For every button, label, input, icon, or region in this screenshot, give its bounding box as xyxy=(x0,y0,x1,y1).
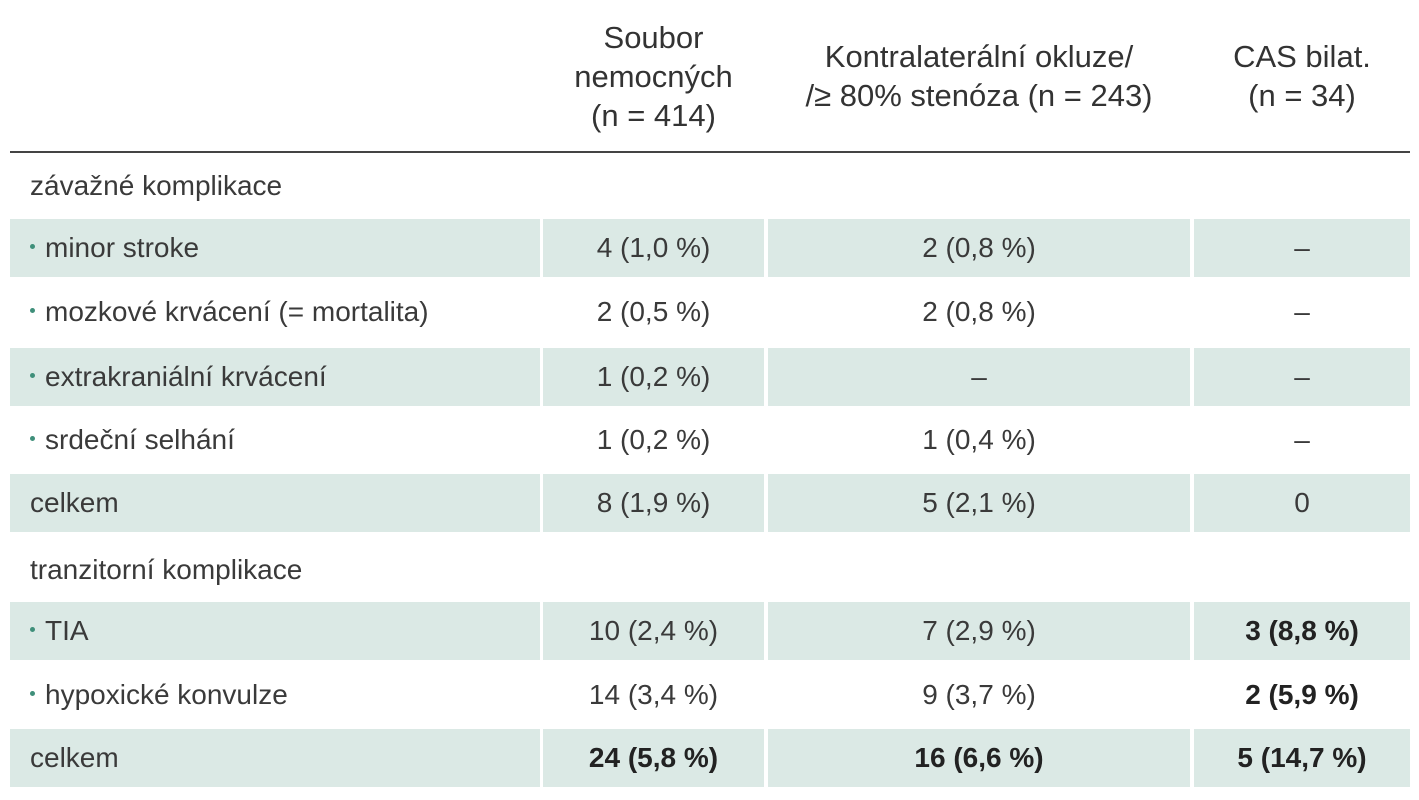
total-row: celkem 24 (5,8 %) 16 (6,6 %) 5 (14,7 %) xyxy=(0,729,1419,787)
cell-cohort: 8 (1,9 %) xyxy=(543,474,764,532)
bullet-icon xyxy=(30,307,35,313)
header-contralateral: Kontralaterální okluze/ /≥ 80% stenóza (… xyxy=(768,0,1190,152)
header-cas-bilat: CAS bilat. (n = 34) xyxy=(1194,0,1410,152)
bullet-icon xyxy=(30,372,35,378)
header-cohort-line-2: nemocných xyxy=(574,58,733,94)
bullet-icon xyxy=(30,435,35,441)
section-label: závažné komplikace xyxy=(30,170,283,201)
cell-cohort: 2 (0,5 %) xyxy=(596,296,711,327)
row-label: TIA xyxy=(10,602,540,660)
row-label-text: mozkové krvácení (= mortalita) xyxy=(45,296,429,327)
row-label-text: srdeční selhání xyxy=(45,424,235,455)
cell-cohort: 4 (1,0 %) xyxy=(543,219,764,277)
cell-contralateral: 9 (3,7 %) xyxy=(922,679,1036,710)
cell-cohort: 10 (2,4 %) xyxy=(543,602,764,660)
cell-contralateral: – xyxy=(768,348,1190,406)
row-label: minor stroke xyxy=(10,219,540,277)
row-label: extrakraniální krvácení xyxy=(10,348,540,406)
header-cohort-line-1: Soubor xyxy=(603,19,704,55)
table-row: mozkové krvácení (= mortalita) 2 (0,5 %)… xyxy=(0,283,1419,341)
row-label-text: extrakraniální krvácení xyxy=(45,361,327,392)
section-row-transient: tranzitorní komplikace xyxy=(0,541,1419,599)
cell-cas-bilat: – xyxy=(1294,296,1310,327)
cell-cas-bilat: – xyxy=(1194,348,1410,406)
row-label-text: minor stroke xyxy=(45,232,200,263)
table-row: extrakraniální krvácení 1 (0,2 %) – – xyxy=(0,348,1419,406)
cell-contralateral: 2 (0,8 %) xyxy=(922,296,1036,327)
cell-cas-bilat: 3 (8,8 %) xyxy=(1194,602,1410,660)
section-row-major: závažné komplikace xyxy=(0,157,1419,215)
cell-cohort: 14 (3,4 %) xyxy=(588,679,719,710)
cell-cas-bilat: – xyxy=(1294,424,1310,455)
table-row: srdeční selhání 1 (0,2 %) 1 (0,4 %) – xyxy=(0,411,1419,469)
cell-cas-bilat: – xyxy=(1194,219,1410,277)
cell-cohort: 24 (5,8 %) xyxy=(543,729,764,787)
header-divider xyxy=(10,151,1410,153)
cell-cohort: 1 (0,2 %) xyxy=(596,424,711,455)
row-label-text: hypoxické konvulze xyxy=(45,679,288,710)
total-row: celkem 8 (1,9 %) 5 (2,1 %) 0 xyxy=(0,474,1419,532)
header-cas-line-2: (n = 34) xyxy=(1248,78,1356,113)
row-label: hypoxické konvulze xyxy=(10,666,540,724)
row-label: celkem xyxy=(10,474,540,532)
header-contralateral-line-1: Kontralaterální okluze/ xyxy=(824,39,1134,74)
header-contralateral-line-2: /≥ 80% stenóza (n = 243) xyxy=(805,78,1153,113)
cell-contralateral: 2 (0,8 %) xyxy=(768,219,1190,277)
table-row: TIA 10 (2,4 %) 7 (2,9 %) 3 (8,8 %) xyxy=(0,602,1419,660)
table-row: minor stroke 4 (1,0 %) 2 (0,8 %) – xyxy=(0,219,1419,277)
header-cohort-line-3: (n = 414) xyxy=(591,97,716,133)
row-label: mozkové krvácení (= mortalita) xyxy=(10,283,540,341)
table-header: Soubor nemocných (n = 414) Kontralaterál… xyxy=(0,0,1419,153)
row-label: celkem xyxy=(10,729,540,787)
cell-contralateral: 5 (2,1 %) xyxy=(768,474,1190,532)
bullet-icon xyxy=(30,690,35,696)
bullet-icon xyxy=(30,243,35,249)
section-label: tranzitorní komplikace xyxy=(30,554,303,585)
cell-cohort: 1 (0,2 %) xyxy=(543,348,764,406)
cell-cas-bilat: 0 xyxy=(1194,474,1410,532)
row-label: srdeční selhání xyxy=(10,411,540,469)
cell-cas-bilat: 5 (14,7 %) xyxy=(1194,729,1410,787)
cell-contralateral: 7 (2,9 %) xyxy=(768,602,1190,660)
header-cohort: Soubor nemocných (n = 414) xyxy=(543,0,764,152)
cell-cas-bilat: 2 (5,9 %) xyxy=(1245,679,1359,710)
bullet-icon xyxy=(30,626,35,632)
header-cas-line-1: CAS bilat. xyxy=(1233,39,1371,74)
table-row: hypoxické konvulze 14 (3,4 %) 9 (3,7 %) … xyxy=(0,666,1419,724)
cell-contralateral: 16 (6,6 %) xyxy=(768,729,1190,787)
cell-contralateral: 1 (0,4 %) xyxy=(922,424,1036,455)
row-label-text: TIA xyxy=(45,615,89,646)
